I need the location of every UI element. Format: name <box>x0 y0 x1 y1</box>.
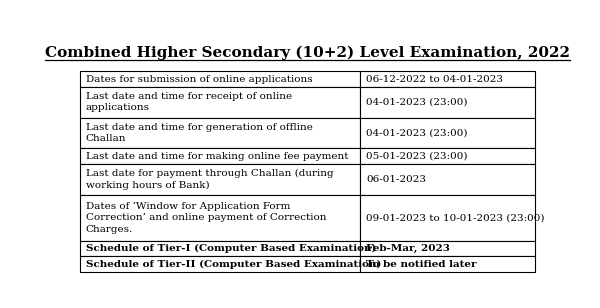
Bar <box>360 148 535 164</box>
Bar <box>80 241 360 256</box>
Text: Dates of ‘Window for Application Form
Correction’ and online payment of Correcti: Dates of ‘Window for Application Form Co… <box>86 202 326 234</box>
Text: To be notified later: To be notified later <box>366 260 476 269</box>
Bar <box>360 164 535 195</box>
Text: Feb-Mar, 2023: Feb-Mar, 2023 <box>366 244 450 253</box>
Bar <box>80 256 360 272</box>
Text: 05-01-2023 (23:00): 05-01-2023 (23:00) <box>366 152 467 161</box>
Text: Schedule of Tier-II (Computer Based Examination): Schedule of Tier-II (Computer Based Exam… <box>86 259 381 269</box>
Bar <box>80 164 360 195</box>
Bar <box>80 87 360 118</box>
Text: 04-01-2023 (23:00): 04-01-2023 (23:00) <box>366 128 467 137</box>
Bar <box>360 118 535 148</box>
Bar <box>80 71 360 87</box>
Bar <box>80 148 360 164</box>
Text: Schedule of Tier-I (Computer Based Examination): Schedule of Tier-I (Computer Based Exami… <box>86 244 376 253</box>
Bar <box>360 256 535 272</box>
Text: 09-01-2023 to 10-01-2023 (23:00): 09-01-2023 to 10-01-2023 (23:00) <box>366 213 544 222</box>
Text: 04-01-2023 (23:00): 04-01-2023 (23:00) <box>366 98 467 107</box>
Bar <box>360 195 535 241</box>
Text: Last date and time for generation of offline
Challan: Last date and time for generation of off… <box>86 123 313 143</box>
Bar <box>360 241 535 256</box>
Bar <box>360 87 535 118</box>
Text: Last date for payment through Challan (during
working hours of Bank): Last date for payment through Challan (d… <box>86 169 334 190</box>
Bar <box>80 195 360 241</box>
Text: Last date and time for receipt of online
applications: Last date and time for receipt of online… <box>86 92 292 112</box>
Text: 06-01-2023: 06-01-2023 <box>366 175 426 184</box>
Text: 06-12-2022 to 04-01-2023: 06-12-2022 to 04-01-2023 <box>366 75 503 83</box>
Bar <box>360 71 535 87</box>
Text: Dates for submission of online applications: Dates for submission of online applicati… <box>86 75 313 83</box>
Text: Last date and time for making online fee payment: Last date and time for making online fee… <box>86 152 348 161</box>
Bar <box>80 118 360 148</box>
Text: Combined Higher Secondary (10+2) Level Examination, 2022: Combined Higher Secondary (10+2) Level E… <box>45 45 570 60</box>
